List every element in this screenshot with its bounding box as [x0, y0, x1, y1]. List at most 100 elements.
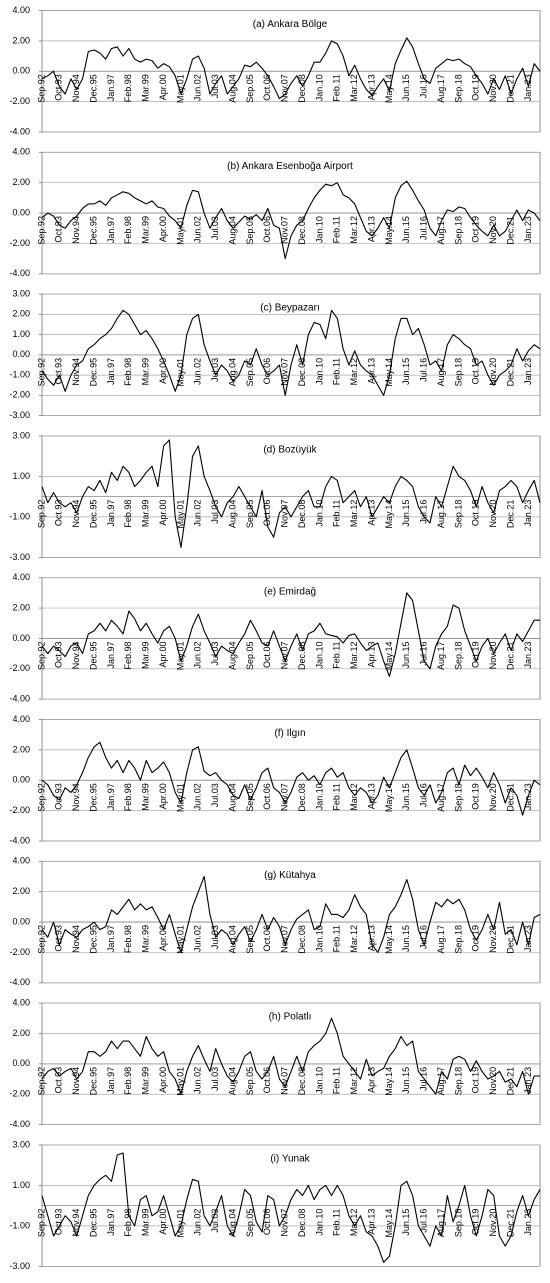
x-tick-label: Oct.93 [54, 1209, 64, 1236]
x-tick-label: Nov.07 [280, 74, 290, 102]
x-tick-label: Nov.07 [280, 641, 290, 669]
x-tick-label: Jan.97 [106, 783, 116, 810]
x-tick-label: Nov.94 [71, 783, 81, 811]
x-tick-label: Aug.04 [227, 74, 237, 103]
x-tick-label: Apr.00 [158, 1209, 168, 1235]
x-tick-label: Oct.19 [471, 216, 481, 243]
x-tick-label: Sep.18 [453, 641, 463, 670]
x-tick-label: Sep.05 [245, 74, 255, 103]
x-tick-label: May.01 [175, 216, 185, 245]
x-tick-label: Aug.17 [436, 1209, 446, 1238]
x-tick-label: May.01 [175, 1067, 185, 1096]
x-tick-label: Jan.10 [314, 500, 324, 527]
x-tick-label: May.01 [175, 641, 185, 670]
x-tick-label: Apr.13 [366, 925, 376, 951]
x-tick-label: Apr.00 [158, 216, 168, 242]
x-tick-label: Jan.97 [106, 500, 116, 527]
x-tick-label: Dec.95 [88, 783, 98, 812]
x-tick-label: Sep.92 [36, 74, 46, 103]
x-tick-label: Oct.19 [471, 1067, 481, 1094]
x-tick-label: Oct.06 [262, 1067, 272, 1094]
x-tick-label: Oct.06 [262, 1209, 272, 1236]
y-tick-label: 3.00 [12, 1139, 30, 1149]
x-tick-label: Oct.93 [54, 358, 64, 385]
y-tick-label: -2.00 [9, 805, 30, 815]
x-tick-label: Feb.11 [332, 1209, 342, 1236]
x-tick-label: Jan.97 [106, 641, 116, 668]
x-tick-label: Jul.16 [419, 1209, 429, 1233]
y-tick-label: -4.00 [9, 977, 30, 987]
x-tick-label: Jun.15 [401, 641, 411, 668]
x-tick-label: Mar.99 [141, 925, 151, 953]
x-tick-label: Sep.92 [36, 641, 46, 670]
x-tick-label: Nov.20 [488, 74, 498, 102]
y-tick-label: 0.00 [12, 1058, 30, 1068]
x-tick-label: Feb.98 [123, 783, 133, 811]
x-tick-label: Mar.99 [141, 1209, 151, 1237]
x-tick-label: Oct.93 [54, 925, 64, 952]
x-tick-label: Sep.92 [36, 783, 46, 812]
x-tick-label: Dec.95 [88, 1209, 98, 1238]
x-tick-label: Jun.02 [193, 358, 203, 385]
x-tick-label: Jan.10 [314, 216, 324, 243]
x-tick-label: Sep.18 [453, 1067, 463, 1096]
x-tick-label: Feb.11 [332, 1067, 342, 1094]
x-tick-label: Oct.19 [471, 358, 481, 385]
x-tick-label: Mar.12 [349, 358, 359, 386]
x-tick-label: May.01 [175, 74, 185, 103]
x-tick-label: May.01 [175, 500, 185, 529]
x-tick-label: Dec.08 [297, 641, 307, 670]
x-tick-label: Dec.95 [88, 216, 98, 245]
y-tick-label: 0.00 [12, 916, 30, 926]
chart-title: (d) Bozüyük [263, 445, 317, 456]
data-line [41, 180, 541, 260]
y-tick-label: 2.00 [12, 177, 30, 187]
chart-title: (g) Kütahya [264, 870, 316, 881]
x-tick-label: Dec.95 [88, 641, 98, 670]
x-tick-label: Jan.23 [523, 358, 533, 385]
x-tick-label: Feb.98 [123, 641, 133, 669]
y-tick-label: 0.00 [12, 66, 30, 76]
y-tick-label: -4.00 [9, 694, 30, 704]
x-tick-label: Mar.99 [141, 74, 151, 102]
x-tick-label: Feb.11 [332, 74, 342, 101]
x-tick-label: Dec.08 [297, 1209, 307, 1238]
x-tick-label: Feb.98 [123, 500, 133, 528]
y-tick-label: 0.00 [12, 775, 30, 785]
x-tick-label: Dec.95 [88, 358, 98, 387]
x-tick-label: Mar.12 [349, 74, 359, 102]
x-tick-label: Mar.12 [349, 216, 359, 244]
x-tick-label: Jun.15 [401, 358, 411, 385]
x-tick-label: Jan.97 [106, 358, 116, 385]
x-tick-label: Feb.98 [123, 925, 133, 953]
y-tick-label: -2.00 [9, 238, 30, 248]
x-tick-label: Jun.15 [401, 74, 411, 101]
x-tick-label: Jun.15 [401, 1067, 411, 1094]
x-tick-label: Jan.23 [523, 216, 533, 243]
x-tick-label: Sep.05 [245, 358, 255, 387]
x-tick-label: Nov.07 [280, 1067, 290, 1095]
x-tick-label: Nov.20 [488, 783, 498, 811]
x-tick-label: Dec.21 [505, 641, 515, 670]
x-tick-label: Feb.98 [123, 216, 133, 244]
y-tick-label: 0.00 [12, 633, 30, 643]
data-line [41, 1152, 541, 1263]
x-tick-label: Mar.99 [141, 216, 151, 244]
x-tick-label: Jul.03 [210, 358, 220, 382]
x-tick-label: Jul.03 [210, 1209, 220, 1233]
x-tick-label: Dec.95 [88, 925, 98, 954]
x-tick-label: Jan.23 [523, 1067, 533, 1094]
y-tick-label: 1.00 [12, 329, 30, 339]
x-tick-label: Jun.02 [193, 1067, 203, 1094]
x-tick-label: Jun.02 [193, 1209, 203, 1236]
x-tick-label: Jul.03 [210, 216, 220, 240]
x-tick-label: Dec.21 [505, 500, 515, 529]
x-tick-label: Dec.21 [505, 1067, 515, 1096]
x-tick-label: May.14 [384, 783, 394, 812]
x-tick-label: Aug.17 [436, 358, 446, 387]
data-line [41, 1017, 540, 1095]
x-tick-label: May.01 [175, 925, 185, 954]
y-tick-label: 1.00 [12, 471, 30, 481]
x-tick-label: Oct.06 [262, 216, 272, 243]
y-tick-label: -4.00 [9, 268, 30, 278]
